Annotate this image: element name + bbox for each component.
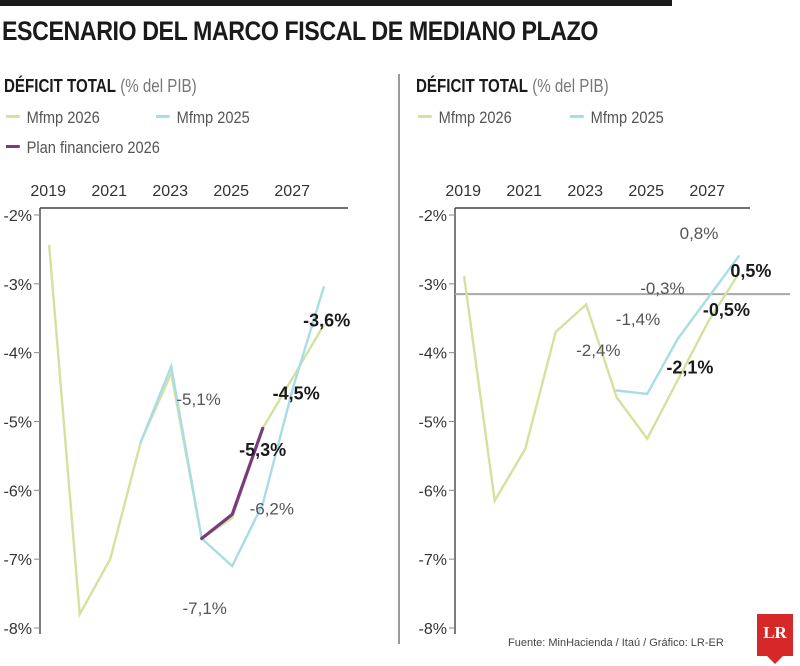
- chart-2-x-tick-label: 2019: [445, 183, 481, 200]
- chart-2-data-label: 0,5%: [730, 261, 771, 281]
- chart-1-data-label: -5,3%: [239, 440, 286, 460]
- chart-1-data-label: -3,6%: [303, 311, 350, 331]
- chart-1-x-tick-label: 2027: [274, 183, 310, 200]
- legend-label: Mfmp 2026: [26, 108, 100, 127]
- chart-2-data-label: -2,4%: [576, 341, 620, 360]
- chart-2-y-tick-label: -8%: [419, 621, 447, 638]
- chart-1-x-tick-label: 2021: [91, 183, 127, 200]
- chart-1-x-tick-label: 2023: [152, 183, 188, 200]
- chart-1-data-label: -6,2%: [250, 499, 294, 518]
- chart-2-data-label: -0,3%: [640, 279, 684, 298]
- chart-1-y-tick-label: -4%: [4, 346, 32, 363]
- lr-logo-text: LR: [763, 623, 787, 642]
- top-rule: [0, 0, 672, 6]
- chart-1-data-label: -7,1%: [182, 599, 226, 618]
- panel-divider: [398, 74, 400, 644]
- chart-1-x-tick-label: 2019: [30, 183, 66, 200]
- chart-1-y-tick-label: -8%: [4, 621, 32, 638]
- source-note: Fuente: MinHacienda / Itaú / Gráfico: LR…: [508, 637, 724, 649]
- chart-2-x-tick-label: 2027: [689, 183, 725, 200]
- chart-1-series-line-mfmp2025: [139, 286, 325, 568]
- chart-2-data-label: 0,8%: [680, 224, 719, 243]
- chart-2-title: DÉFICIT TOTAL (% del PIB): [416, 76, 609, 97]
- chart-2-y-tick-label: -3%: [419, 277, 447, 294]
- chart-2-x-tick-label: 2023: [567, 183, 603, 200]
- legend-swatch: [418, 115, 432, 119]
- legend-swatch: [570, 115, 584, 119]
- chart-1-y-tick-label: -2%: [4, 208, 32, 225]
- chart-2-y-tick-label: -5%: [419, 415, 447, 432]
- chart-2-title-main: DÉFICIT TOTAL: [416, 76, 528, 96]
- chart-2-data-label: -2,1%: [666, 357, 713, 377]
- chart-2-y-tick-label: -4%: [419, 346, 447, 363]
- legend-item-mfmp2025-2: Mfmp 2025: [570, 108, 664, 128]
- chart-1-x-tick-label: 2025: [213, 183, 249, 200]
- chart-2-title-unit: (% del PIB): [532, 76, 609, 96]
- legend-label: Mfmp 2025: [590, 108, 664, 127]
- chart-1-y-tick-label: -5%: [4, 415, 32, 432]
- chart-2-data-label: -1,4%: [616, 310, 660, 329]
- chart-2-x-tick-label: 2025: [628, 183, 664, 200]
- chart-2-y-tick-label: -7%: [419, 552, 447, 569]
- chart-1-title: DÉFICIT TOTAL (% del PIB): [4, 76, 197, 97]
- legend-swatch: [6, 115, 20, 119]
- chart-1-y-tick-label: -6%: [4, 483, 32, 500]
- chart-2-data-label: -0,5%: [703, 300, 750, 320]
- legend-swatch: [6, 145, 20, 149]
- legend-swatch: [156, 115, 170, 119]
- legend-item-mfmp2026-1: Mfmp 2026: [6, 108, 100, 128]
- chart-1-y-tick-label: -7%: [4, 552, 32, 569]
- chart-2-x-tick-label: 2021: [506, 183, 542, 200]
- legend-item-mfmp2025-1: Mfmp 2025: [156, 108, 250, 128]
- chart-1-title-unit: (% del PIB): [120, 76, 197, 96]
- chart-2-series-line-mfmp2026: [463, 272, 740, 505]
- chart-1-data-label: -4,5%: [273, 383, 320, 403]
- chart-2-y-tick-label: -2%: [419, 208, 447, 225]
- chart-1-title-main: DÉFICIT TOTAL: [4, 76, 116, 96]
- legend-label: Mfmp 2025: [176, 108, 250, 127]
- legend-label: Plan financiero 2026: [26, 138, 160, 157]
- lr-logo: LR: [757, 614, 793, 664]
- chart-2-y-tick-label: -6%: [419, 483, 447, 500]
- legend-item-mfmp2026-2: Mfmp 2026: [418, 108, 512, 128]
- chart-2-series-line-mfmp2025: [615, 255, 740, 396]
- page-title: ESCENARIO DEL MARCO FISCAL DE MEDIANO PL…: [2, 16, 599, 46]
- chart-1-data-label: -5,1%: [176, 390, 220, 409]
- chart-1-y-tick-label: -3%: [4, 277, 32, 294]
- chart-1-series-line-plan2026: [200, 426, 265, 541]
- legend-item-plan2026: Plan financiero 2026: [6, 138, 160, 158]
- legend-label: Mfmp 2026: [438, 108, 512, 127]
